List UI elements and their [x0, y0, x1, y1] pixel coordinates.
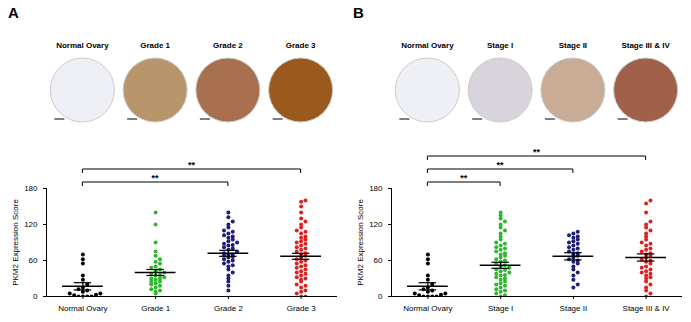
svg-text:Normal Ovary: Normal Ovary	[401, 41, 454, 50]
svg-text:Grade 2: Grade 2	[214, 304, 243, 313]
svg-text:**: **	[497, 160, 505, 170]
svg-text:Normal Ovary: Normal Ovary	[403, 304, 452, 313]
svg-text:Stage III & IV: Stage III & IV	[623, 304, 671, 313]
svg-text:**: **	[188, 160, 196, 170]
svg-text:Grade 2: Grade 2	[213, 41, 243, 50]
svg-text:Normal Ovary: Normal Ovary	[56, 41, 109, 50]
svg-text:**: **	[152, 173, 160, 183]
svg-text:**: **	[533, 147, 541, 157]
svg-text:Grade 1: Grade 1	[141, 304, 170, 313]
svg-text:120: 120	[369, 220, 383, 229]
svg-text:Stage I: Stage I	[488, 304, 513, 313]
svg-text:0: 0	[33, 292, 38, 301]
svg-text:Grade 3: Grade 3	[287, 304, 316, 313]
svg-text:PKM2 Expression Score: PKM2 Expression Score	[356, 199, 365, 286]
svg-text:Stage II: Stage II	[560, 304, 588, 313]
svg-text:Stage III & IV: Stage III & IV	[621, 41, 670, 50]
svg-text:60: 60	[374, 256, 383, 265]
svg-text:120: 120	[24, 220, 38, 229]
svg-text:180: 180	[369, 184, 383, 193]
svg-text:Stage II: Stage II	[559, 41, 587, 50]
svg-text:Grade 3: Grade 3	[286, 41, 316, 50]
svg-text:Stage I: Stage I	[487, 41, 513, 50]
svg-text:Grade 1: Grade 1	[140, 41, 170, 50]
svg-text:A: A	[8, 4, 19, 21]
svg-text:0: 0	[378, 292, 383, 301]
svg-text:PKM2 Expression Score: PKM2 Expression Score	[11, 199, 20, 286]
svg-text:B: B	[353, 4, 364, 21]
svg-text:**: **	[460, 173, 468, 183]
svg-text:180: 180	[24, 184, 38, 193]
svg-text:Normal Ovary: Normal Ovary	[58, 304, 107, 313]
svg-text:60: 60	[29, 256, 38, 265]
